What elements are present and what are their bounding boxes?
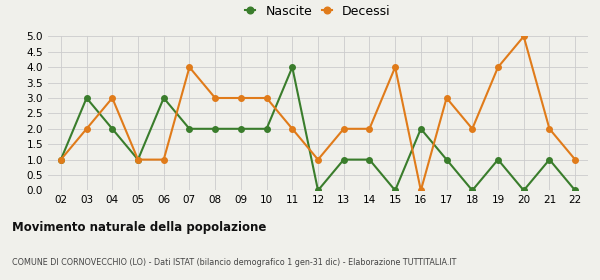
Decessi [314, 158, 322, 161]
Decessi [83, 127, 90, 130]
Nascite [263, 127, 270, 130]
Decessi [212, 96, 219, 100]
Decessi [417, 189, 424, 192]
Nascite [160, 96, 167, 100]
Nascite [83, 96, 90, 100]
Nascite [289, 66, 296, 69]
Decessi [572, 158, 579, 161]
Nascite [340, 158, 347, 161]
Nascite [469, 189, 476, 192]
Nascite [314, 189, 322, 192]
Nascite [546, 158, 553, 161]
Decessi [263, 96, 270, 100]
Nascite [366, 158, 373, 161]
Nascite [237, 127, 244, 130]
Nascite [572, 189, 579, 192]
Line: Nascite: Nascite [58, 64, 578, 193]
Nascite [443, 158, 450, 161]
Decessi [160, 158, 167, 161]
Decessi [340, 127, 347, 130]
Decessi [109, 96, 116, 100]
Decessi [366, 127, 373, 130]
Decessi [186, 66, 193, 69]
Nascite [494, 158, 502, 161]
Nascite [417, 127, 424, 130]
Decessi [469, 127, 476, 130]
Decessi [546, 127, 553, 130]
Nascite [186, 127, 193, 130]
Nascite [212, 127, 219, 130]
Legend: Nascite, Decessi: Nascite, Decessi [241, 0, 395, 22]
Nascite [109, 127, 116, 130]
Decessi [237, 96, 244, 100]
Decessi [392, 66, 399, 69]
Decessi [289, 127, 296, 130]
Line: Decessi: Decessi [58, 34, 578, 193]
Decessi [134, 158, 142, 161]
Decessi [57, 158, 64, 161]
Decessi [443, 96, 450, 100]
Nascite [520, 189, 527, 192]
Nascite [57, 158, 64, 161]
Decessi [520, 35, 527, 38]
Nascite [134, 158, 142, 161]
Decessi [494, 66, 502, 69]
Text: COMUNE DI CORNOVECCHIO (LO) - Dati ISTAT (bilancio demografico 1 gen-31 dic) - E: COMUNE DI CORNOVECCHIO (LO) - Dati ISTAT… [12, 258, 457, 267]
Text: Movimento naturale della popolazione: Movimento naturale della popolazione [12, 221, 266, 234]
Nascite [392, 189, 399, 192]
